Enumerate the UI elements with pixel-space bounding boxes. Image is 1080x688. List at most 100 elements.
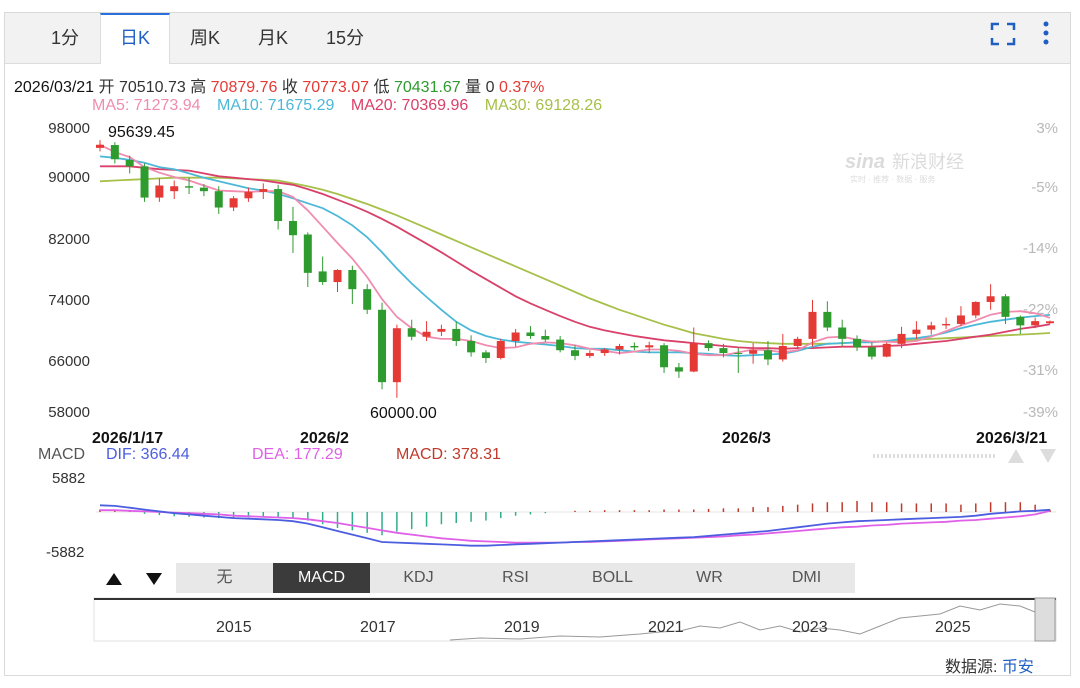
- indicator-tab-dmi[interactable]: DMI: [758, 563, 856, 593]
- svg-text:sina: sina: [845, 151, 885, 173]
- max-price-annotation: 95639.45: [108, 124, 175, 141]
- open-value: 70510.73: [119, 79, 186, 96]
- pct-tick-label: -14%: [1022, 240, 1058, 257]
- candle-body: [452, 328, 461, 341]
- change-value: 0.37%: [498, 79, 545, 96]
- candle-body: [170, 186, 179, 192]
- candle-body: [496, 341, 505, 359]
- macd-histogram: [99, 500, 1051, 536]
- candle-body: [140, 166, 149, 198]
- candle-body: [481, 352, 490, 359]
- macd-y-tick: 5882: [52, 470, 85, 487]
- candle-body: [318, 271, 327, 283]
- candle-body: [600, 349, 609, 354]
- candle-body: [274, 189, 283, 222]
- tab-1min[interactable]: 1分: [50, 28, 79, 48]
- candle-body: [333, 270, 342, 283]
- tab-monthly-k[interactable]: 月K: [257, 28, 288, 48]
- triangle-down-icon: [146, 573, 162, 585]
- candle-body: [199, 187, 208, 192]
- candle-body: [971, 301, 980, 316]
- candle-body: [734, 353, 743, 355]
- candle-body: [185, 186, 194, 188]
- indicator-tab-wr[interactable]: WR: [661, 563, 759, 593]
- candle-body: [645, 345, 654, 348]
- indicator-tab-rsi[interactable]: RSI: [467, 563, 565, 593]
- fullscreen-icon[interactable]: [990, 22, 1016, 51]
- indicator-tab-boll[interactable]: BOLL: [564, 563, 662, 593]
- scroll-arrow-down-button[interactable]: [134, 563, 175, 593]
- candle-body: [660, 345, 669, 368]
- candle-body: [1016, 316, 1025, 326]
- candle-body: [1001, 296, 1010, 317]
- candle-body: [986, 296, 995, 302]
- min-price-annotation: 60000.00: [370, 405, 437, 422]
- scroll-arrow-up-button[interactable]: [94, 563, 135, 593]
- x-date-label: 2026/2: [300, 430, 349, 447]
- candle-body: [674, 367, 683, 372]
- navigator-year-label: 2017: [360, 619, 396, 636]
- navigator-handle[interactable]: [1034, 597, 1056, 642]
- candle-body: [1031, 321, 1040, 326]
- candle-body: [704, 343, 713, 349]
- indicator-tab-none[interactable]: 无: [176, 563, 274, 593]
- ma5-legend: MA5: 71273.94: [92, 97, 201, 114]
- candle-body: [615, 345, 624, 350]
- ohlc-info-bar: 2026/03/21 开 70510.73 高 70879.76 收 70773…: [14, 73, 544, 97]
- candle-body: [808, 311, 817, 339]
- candle-body: [437, 328, 446, 332]
- y-tick-label: 82000: [48, 231, 90, 248]
- navigator-year-label: 2019: [504, 619, 540, 636]
- tab-weekly-k[interactable]: 周K: [189, 28, 220, 48]
- ma30-line: [99, 176, 1051, 345]
- candle-body: [778, 345, 787, 360]
- x-date-label: 2026/1/17: [92, 430, 163, 447]
- tab-15min[interactable]: 15分: [325, 28, 365, 48]
- candles: [96, 140, 1054, 398]
- candle-body: [927, 325, 936, 330]
- volume-value: 0: [485, 79, 495, 96]
- candle-body: [407, 328, 416, 337]
- candle-body: [229, 198, 238, 208]
- candle-body: [571, 350, 579, 356]
- more-vertical-icon[interactable]: [1040, 20, 1052, 53]
- indicator-tab-kdj[interactable]: KDJ: [370, 563, 468, 593]
- candle-body: [763, 350, 772, 360]
- pct-tick-label: -31%: [1022, 362, 1058, 379]
- indicator-tab-macd[interactable]: MACD: [273, 563, 371, 593]
- data-source-link[interactable]: 币安: [1001, 659, 1034, 676]
- high-label: 高: [190, 79, 207, 96]
- candle-body: [942, 323, 951, 326]
- dea-legend: DEA: 177.29: [252, 446, 343, 463]
- candle-body: [348, 270, 357, 290]
- close-label: 收: [281, 79, 298, 96]
- navigator-year-label: 2021: [648, 619, 684, 636]
- pct-tick-label: 3%: [1036, 120, 1058, 137]
- pct-tick-label: -5%: [1031, 179, 1058, 196]
- candle-body: [793, 338, 802, 346]
- navigator-history-line: [449, 603, 1036, 641]
- chart-widget: [4, 12, 1071, 676]
- tab-daily-k[interactable]: 日K: [100, 13, 170, 64]
- candle-body: [556, 339, 565, 351]
- candle-body: [882, 343, 891, 357]
- close-value: 70773.07: [302, 79, 370, 96]
- candle-body: [392, 328, 401, 383]
- candle-body: [912, 329, 921, 334]
- candle-body: [303, 234, 312, 273]
- macd-legend: MACD: 378.31: [396, 446, 501, 463]
- candle-body: [96, 144, 104, 148]
- candle-body: [288, 221, 297, 236]
- volume-label: 量: [465, 79, 482, 96]
- ohlc-date: 2026/03/21: [14, 79, 95, 96]
- candle-body: [823, 311, 832, 328]
- candle-body: [511, 332, 520, 341]
- dea-line: [100, 509, 1051, 544]
- ma10-legend: MA10: 71675.29: [216, 97, 335, 114]
- scroll-up-icon[interactable]: [1008, 449, 1024, 463]
- candle-body: [526, 332, 535, 337]
- ma30-legend: MA30: 69128.26: [484, 97, 603, 114]
- candle-body: [378, 309, 387, 383]
- scroll-down-icon[interactable]: [1040, 449, 1056, 463]
